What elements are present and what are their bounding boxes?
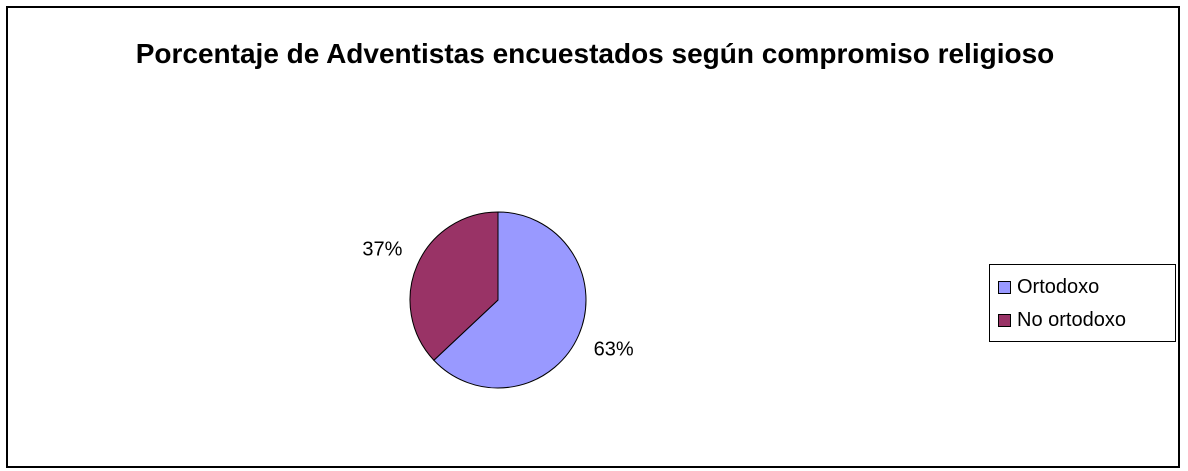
pie-chart: 63% 37% <box>362 211 634 389</box>
chart-title: Porcentaje de Adventistas encuestados se… <box>135 38 1055 69</box>
legend-item-no-ortodoxo: No ortodoxo <box>990 304 1175 337</box>
pie-slices <box>409 211 587 389</box>
legend-swatch-no-ortodoxo <box>998 314 1011 327</box>
pie-label-no-ortodoxo: 37% <box>362 238 402 260</box>
pie-label-ortodoxo: 63% <box>594 338 634 360</box>
legend-item-ortodoxo: Ortodoxo <box>990 271 1175 304</box>
legend-label-ortodoxo: Ortodoxo <box>1017 276 1100 298</box>
pie-slice-no-ortodoxo <box>409 211 499 361</box>
chart-area: Porcentaje de Adventistas encuestados se… <box>6 6 1180 468</box>
legend-swatch-ortodoxo <box>998 281 1011 294</box>
pie-slice-ortodoxo <box>433 211 587 389</box>
pie-labels: 63% 37% <box>362 238 633 360</box>
legend: Ortodoxo No ortodoxo <box>989 264 1176 342</box>
legend-label-no-ortodoxo: No ortodoxo <box>1017 309 1126 331</box>
